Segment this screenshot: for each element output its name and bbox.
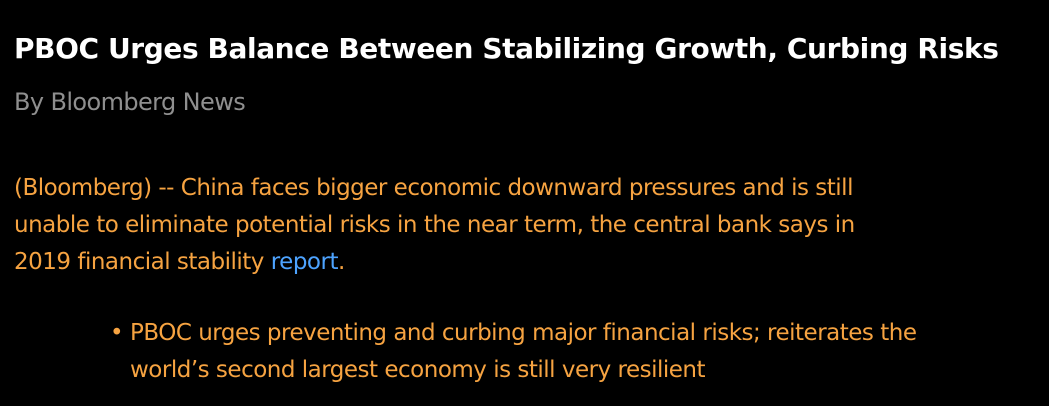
bullet-marker: • [110, 320, 124, 346]
byline: By Bloomberg News [14, 88, 246, 116]
bullet-list: • PBOC urges preventing and curbing majo… [110, 315, 930, 389]
bullet-item: • PBOC urges preventing and curbing majo… [110, 315, 930, 389]
bullet-text: PBOC urges preventing and curbing major … [130, 320, 917, 383]
lede-text: (Bloomberg) -- China faces bigger econom… [14, 175, 855, 275]
lede-paragraph: (Bloomberg) -- China faces bigger econom… [14, 170, 914, 281]
report-link[interactable]: report [270, 249, 339, 275]
lede-period: . [337, 249, 345, 275]
headline: PBOC Urges Balance Between Stabilizing G… [14, 32, 999, 65]
